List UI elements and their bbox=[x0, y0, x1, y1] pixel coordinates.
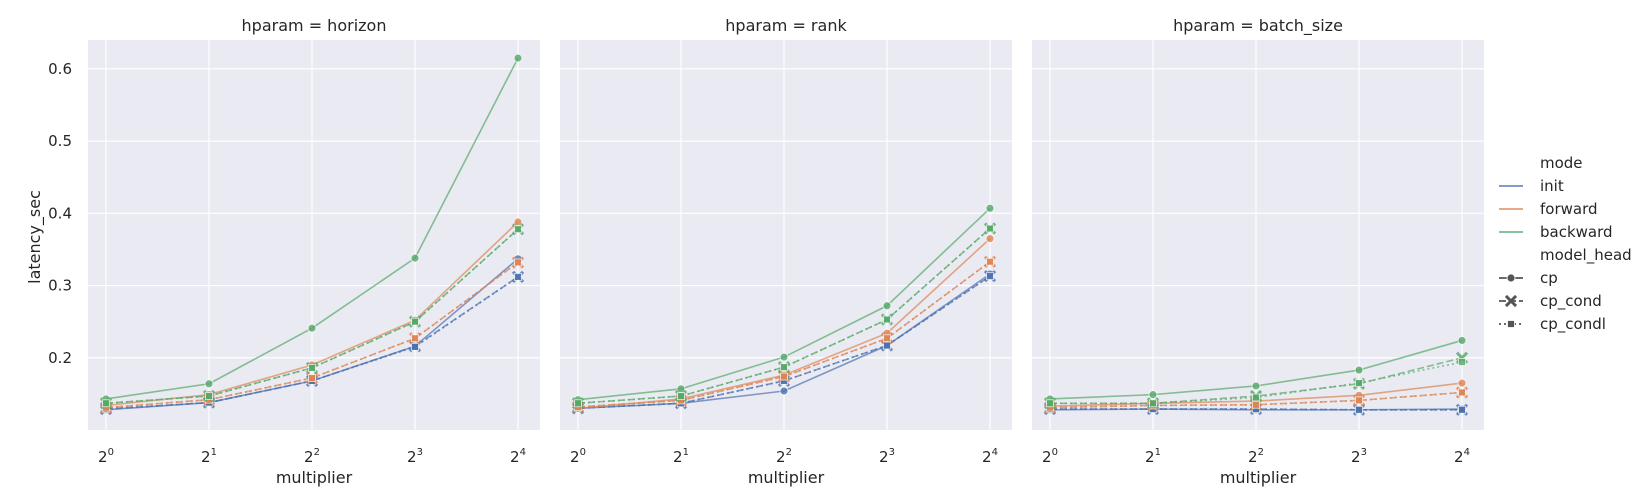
panel-background bbox=[1032, 40, 1484, 430]
data-point bbox=[986, 224, 994, 233]
series-backward-cp_condl bbox=[574, 224, 994, 408]
panel: hparam = horizon 20 21 22 23 24 multiplier 0.2 0… bbox=[48, 16, 540, 487]
chart-panels: hparam = horizon 20 21 22 23 24 multiplier 0.2 0… bbox=[48, 16, 1484, 487]
data-point bbox=[1252, 393, 1260, 402]
data-point bbox=[1457, 336, 1467, 345]
x-tick-label: 20 bbox=[1042, 447, 1058, 466]
data-point bbox=[1458, 405, 1466, 414]
data-point bbox=[513, 53, 523, 63]
data-point bbox=[780, 363, 788, 372]
series-line bbox=[577, 261, 991, 408]
panel-title: hparam = horizon bbox=[242, 16, 387, 35]
data-point bbox=[779, 386, 789, 396]
x-tick-label: 24 bbox=[1454, 447, 1470, 466]
data-point bbox=[308, 374, 316, 382]
data-point bbox=[411, 343, 419, 351]
legend-title-model-head: model_head bbox=[1540, 246, 1632, 265]
data-point bbox=[1354, 365, 1364, 375]
panel: hparam = rank 20 21 22 23 24 multiplier bbox=[560, 16, 1012, 487]
legend-entry: cp_condl bbox=[1540, 315, 1606, 334]
data-point bbox=[1458, 388, 1466, 397]
data-point bbox=[1148, 390, 1158, 400]
data-point bbox=[1458, 358, 1466, 367]
data-point bbox=[574, 399, 582, 408]
x-tick-label: 23 bbox=[1351, 447, 1367, 466]
series-backward-cp_condl bbox=[1046, 358, 1466, 408]
data-point bbox=[1251, 381, 1261, 391]
data-point bbox=[410, 253, 420, 263]
data-point bbox=[779, 352, 789, 362]
data-point bbox=[883, 315, 891, 324]
data-point bbox=[1355, 396, 1363, 405]
x-tick-label: 21 bbox=[201, 447, 217, 466]
x-axis-label: multiplier bbox=[276, 468, 353, 487]
x-tick-label: 22 bbox=[1248, 447, 1264, 466]
panel: hparam = batch_size 20 21 22 23 24 multiplier bbox=[1032, 16, 1484, 487]
data-point bbox=[514, 225, 522, 234]
data-point bbox=[882, 301, 892, 311]
data-point bbox=[883, 341, 891, 350]
legend-entry: cp bbox=[1540, 269, 1558, 287]
y-axis-label: latency_sec bbox=[25, 190, 45, 284]
x-axis-label: multiplier bbox=[748, 468, 825, 487]
panel-title: hparam = batch_size bbox=[1173, 16, 1343, 36]
legend-entry: backward bbox=[1540, 223, 1613, 241]
x-axis-label: multiplier bbox=[1220, 468, 1297, 487]
x-tick-label: 21 bbox=[1145, 447, 1161, 466]
legend-marker bbox=[1504, 294, 1518, 308]
data-point bbox=[307, 323, 317, 333]
legend-entry: init bbox=[1540, 177, 1564, 195]
data-point bbox=[985, 203, 995, 213]
panel-title: hparam = rank bbox=[725, 16, 847, 35]
data-point bbox=[514, 272, 522, 281]
x-tick-label: 23 bbox=[879, 447, 895, 466]
data-point bbox=[780, 372, 788, 381]
legend-entry: forward bbox=[1540, 200, 1598, 218]
series-backward-cp_condl bbox=[102, 225, 522, 408]
data-point bbox=[102, 399, 110, 408]
legend-title-mode: mode bbox=[1540, 154, 1583, 172]
x-tick-label: 20 bbox=[570, 447, 586, 466]
data-point bbox=[514, 258, 522, 267]
y-tick-label: 0.4 bbox=[48, 204, 72, 222]
y-tick-label: 0.2 bbox=[48, 349, 72, 367]
x-tick-label: 22 bbox=[776, 447, 792, 466]
legend-entry: cp_cond bbox=[1540, 292, 1602, 311]
data-point bbox=[985, 234, 995, 244]
series-line bbox=[105, 261, 519, 409]
data-point bbox=[1252, 400, 1260, 409]
x-tick-label: 24 bbox=[982, 447, 998, 466]
x-tick-label: 23 bbox=[407, 447, 423, 466]
data-point bbox=[204, 379, 214, 389]
series-backward-cp bbox=[573, 203, 995, 405]
series-backward-cp bbox=[101, 53, 523, 404]
y-tick-label: 0.6 bbox=[48, 60, 72, 78]
x-tick-label: 24 bbox=[510, 447, 526, 466]
y-tick-label: 0.3 bbox=[48, 277, 72, 295]
data-point bbox=[677, 392, 685, 400]
data-point bbox=[883, 334, 891, 343]
data-point bbox=[986, 257, 994, 266]
data-point bbox=[308, 363, 316, 372]
x-tick-label: 20 bbox=[98, 447, 114, 466]
y-tick-label: 0.5 bbox=[48, 132, 72, 150]
legend-marker bbox=[1506, 273, 1516, 283]
legend-marker bbox=[1507, 320, 1515, 328]
data-point bbox=[205, 392, 213, 400]
data-point bbox=[411, 334, 419, 343]
x-tick-label: 21 bbox=[673, 447, 689, 466]
data-point bbox=[1046, 399, 1054, 408]
data-point bbox=[1457, 378, 1467, 388]
data-point bbox=[1355, 379, 1363, 387]
data-point bbox=[1355, 405, 1363, 414]
data-point bbox=[411, 317, 419, 326]
x-tick-label: 22 bbox=[304, 447, 320, 466]
data-point bbox=[1149, 399, 1157, 408]
data-point bbox=[986, 272, 994, 281]
